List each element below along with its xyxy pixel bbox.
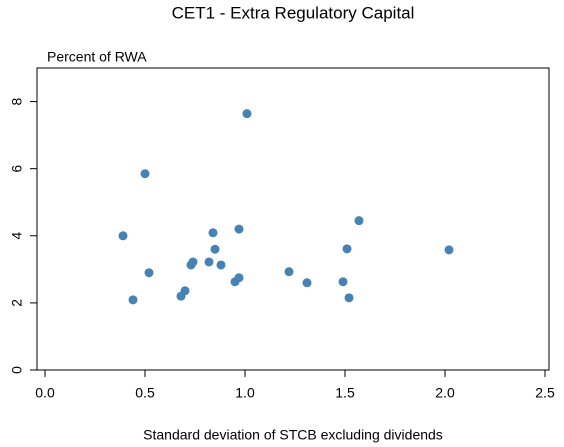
x-tick-label: 1.0: [235, 385, 255, 401]
point: [140, 169, 150, 179]
point: [242, 109, 252, 119]
y-tick-label: 4: [9, 232, 25, 240]
point: [344, 293, 354, 303]
y-tick-label: 8: [9, 97, 25, 105]
point: [210, 244, 220, 254]
x-axis-label: Standard deviation of STCB excluding div…: [143, 427, 443, 443]
point: [354, 216, 364, 226]
x-tick-label: 1.5: [335, 385, 355, 401]
point: [342, 244, 352, 254]
point: [208, 228, 218, 238]
y-axis-label: Percent of RWA: [47, 49, 147, 65]
point: [144, 268, 154, 278]
point: [302, 278, 312, 288]
x-tick-label: 0.0: [35, 385, 55, 401]
point: [188, 257, 198, 267]
point: [180, 286, 190, 296]
plot-frame: [36, 67, 550, 371]
point: [118, 231, 128, 241]
point: [234, 273, 244, 283]
point: [128, 295, 138, 305]
x-tick-label: 2.0: [435, 385, 455, 401]
point: [444, 245, 454, 255]
y-tick-label: 0: [9, 366, 25, 374]
point: [284, 267, 294, 277]
y-tick-label: 6: [9, 165, 25, 173]
chart-title: CET1 - Extra Regulatory Capital: [172, 3, 415, 22]
point: [216, 260, 226, 270]
point: [234, 224, 244, 234]
point: [204, 257, 214, 267]
x-tick-label: 2.5: [535, 385, 555, 401]
point: [338, 277, 348, 287]
x-tick-label: 0.5: [135, 385, 155, 401]
y-tick-label: 2: [9, 299, 25, 307]
